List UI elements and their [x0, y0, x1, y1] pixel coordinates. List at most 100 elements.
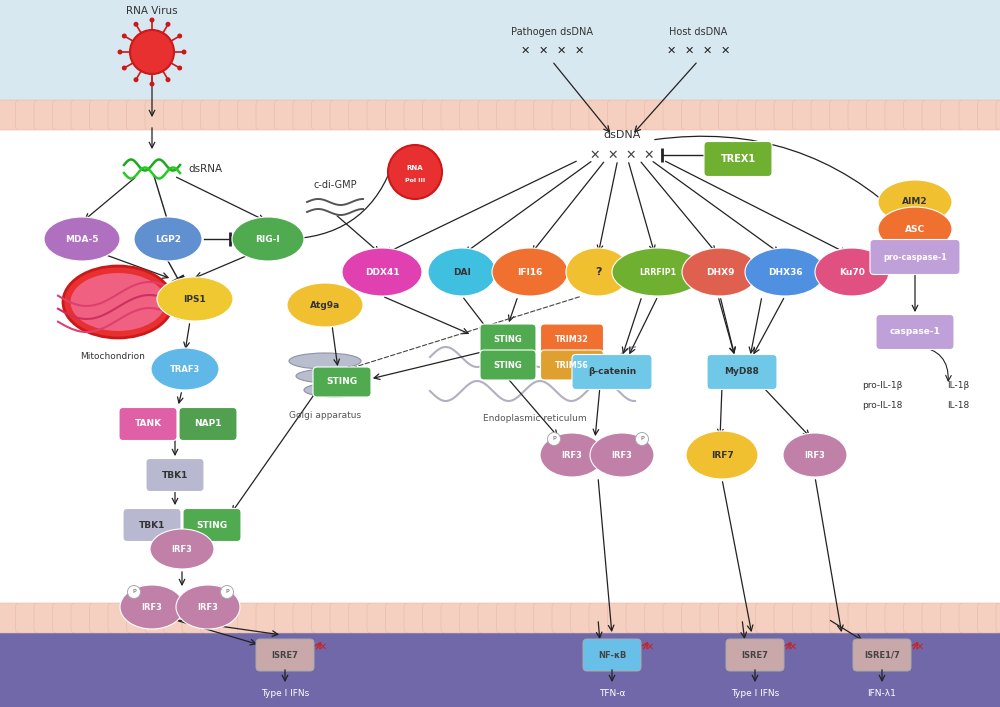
Text: TRAF3: TRAF3 — [170, 365, 200, 373]
Circle shape — [130, 30, 174, 74]
FancyBboxPatch shape — [774, 100, 798, 130]
FancyBboxPatch shape — [626, 100, 650, 130]
FancyBboxPatch shape — [870, 240, 960, 274]
Circle shape — [177, 66, 182, 71]
FancyBboxPatch shape — [704, 141, 772, 177]
Text: ASC: ASC — [905, 225, 925, 233]
FancyBboxPatch shape — [219, 100, 243, 130]
Ellipse shape — [878, 207, 952, 251]
FancyBboxPatch shape — [0, 100, 21, 130]
Circle shape — [182, 49, 186, 54]
Text: TRIM56: TRIM56 — [555, 361, 589, 370]
Text: TRIM32: TRIM32 — [555, 334, 589, 344]
Text: AIM2: AIM2 — [902, 197, 928, 206]
Circle shape — [118, 49, 122, 54]
FancyBboxPatch shape — [848, 100, 872, 130]
Circle shape — [150, 81, 154, 86]
Text: IRF3: IRF3 — [612, 450, 632, 460]
FancyBboxPatch shape — [737, 603, 761, 633]
Text: RIG-I: RIG-I — [256, 235, 280, 243]
Text: Pol III: Pol III — [405, 178, 425, 184]
FancyBboxPatch shape — [811, 100, 835, 130]
FancyBboxPatch shape — [589, 100, 613, 130]
Text: ✕: ✕ — [608, 148, 618, 161]
Text: ✕: ✕ — [556, 46, 566, 56]
Text: dsDNA: dsDNA — [603, 130, 641, 140]
FancyBboxPatch shape — [441, 100, 465, 130]
FancyBboxPatch shape — [570, 100, 594, 130]
FancyBboxPatch shape — [959, 603, 983, 633]
FancyBboxPatch shape — [237, 603, 261, 633]
Text: IPS1: IPS1 — [184, 295, 206, 303]
FancyBboxPatch shape — [607, 100, 632, 130]
FancyBboxPatch shape — [552, 100, 576, 130]
Text: pro-caspase-1: pro-caspase-1 — [883, 252, 947, 262]
Text: DAI: DAI — [453, 267, 471, 276]
FancyBboxPatch shape — [978, 603, 1000, 633]
FancyBboxPatch shape — [183, 508, 241, 542]
FancyBboxPatch shape — [90, 603, 114, 633]
FancyBboxPatch shape — [867, 603, 891, 633]
FancyBboxPatch shape — [404, 603, 428, 633]
FancyBboxPatch shape — [478, 100, 502, 130]
FancyBboxPatch shape — [256, 603, 280, 633]
Text: ✕: ✕ — [646, 642, 654, 652]
Ellipse shape — [151, 348, 219, 390]
FancyBboxPatch shape — [876, 315, 954, 349]
FancyBboxPatch shape — [682, 100, 706, 130]
FancyBboxPatch shape — [119, 407, 177, 440]
FancyBboxPatch shape — [700, 603, 724, 633]
Text: NF-κB: NF-κB — [598, 650, 626, 660]
Circle shape — [166, 22, 171, 27]
FancyBboxPatch shape — [830, 603, 854, 633]
FancyBboxPatch shape — [540, 350, 603, 380]
FancyBboxPatch shape — [922, 100, 946, 130]
FancyBboxPatch shape — [811, 603, 835, 633]
Ellipse shape — [745, 248, 825, 296]
FancyBboxPatch shape — [422, 603, 446, 633]
FancyBboxPatch shape — [71, 100, 95, 130]
FancyBboxPatch shape — [52, 100, 76, 130]
Text: IL-18: IL-18 — [947, 400, 969, 409]
FancyBboxPatch shape — [182, 100, 206, 130]
Ellipse shape — [120, 585, 184, 629]
Text: ISRE7: ISRE7 — [742, 650, 768, 660]
FancyBboxPatch shape — [644, 603, 668, 633]
FancyBboxPatch shape — [792, 100, 816, 130]
FancyBboxPatch shape — [480, 350, 536, 380]
FancyBboxPatch shape — [707, 354, 777, 390]
FancyBboxPatch shape — [626, 603, 650, 633]
FancyBboxPatch shape — [904, 603, 928, 633]
FancyBboxPatch shape — [774, 603, 798, 633]
FancyBboxPatch shape — [34, 100, 58, 130]
FancyBboxPatch shape — [996, 603, 1000, 633]
Text: ✕: ✕ — [319, 642, 327, 652]
FancyBboxPatch shape — [0, 603, 21, 633]
Text: STING: STING — [494, 361, 522, 370]
Text: IFN-λ1: IFN-λ1 — [868, 689, 896, 699]
FancyBboxPatch shape — [682, 603, 706, 633]
Text: P: P — [225, 589, 229, 594]
FancyBboxPatch shape — [959, 100, 983, 130]
FancyBboxPatch shape — [589, 603, 613, 633]
Text: IRF7: IRF7 — [711, 450, 733, 460]
Text: ✕: ✕ — [720, 46, 730, 56]
FancyBboxPatch shape — [349, 100, 372, 130]
FancyBboxPatch shape — [978, 100, 1000, 130]
Circle shape — [636, 433, 648, 445]
FancyBboxPatch shape — [179, 407, 237, 440]
FancyBboxPatch shape — [330, 100, 354, 130]
FancyBboxPatch shape — [607, 603, 632, 633]
Text: P: P — [132, 589, 136, 594]
FancyBboxPatch shape — [756, 100, 780, 130]
Text: Mitochondrion: Mitochondrion — [81, 352, 145, 361]
Text: IRF3: IRF3 — [562, 450, 582, 460]
FancyBboxPatch shape — [164, 603, 188, 633]
FancyBboxPatch shape — [460, 603, 484, 633]
Text: MyD88: MyD88 — [725, 368, 759, 377]
FancyBboxPatch shape — [385, 100, 410, 130]
Text: Golgi apparatus: Golgi apparatus — [289, 411, 361, 420]
FancyBboxPatch shape — [941, 603, 965, 633]
FancyBboxPatch shape — [830, 100, 854, 130]
FancyBboxPatch shape — [663, 603, 687, 633]
